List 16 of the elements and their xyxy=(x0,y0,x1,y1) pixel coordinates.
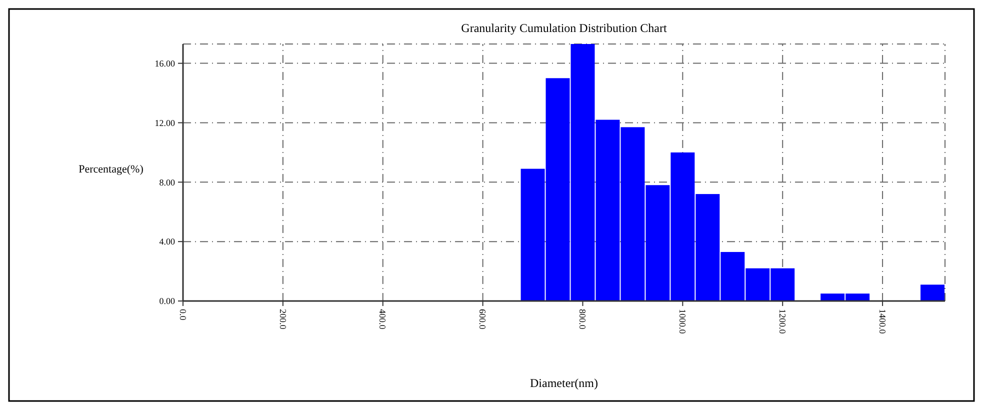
x-tick-label: 1400.0 xyxy=(877,309,888,334)
chart-title: Granularity Cumulation Distribution Chart xyxy=(461,21,668,35)
x-tick-label: 800.0 xyxy=(578,309,588,330)
x-tick-label: 1000.0 xyxy=(678,309,688,334)
y-tick-label: 8.00 xyxy=(159,177,176,188)
y-axis-title: Percentage(%) xyxy=(78,164,144,176)
x-tick-label: 1200.0 xyxy=(777,309,788,334)
x-tick-label: 200.0 xyxy=(278,309,288,330)
x-tick-label: 400.0 xyxy=(378,309,388,330)
y-tick-label: 12.00 xyxy=(154,118,176,128)
y-tick-label: 4.00 xyxy=(159,236,176,247)
y-tick-label: 16.00 xyxy=(154,58,176,68)
x-axis-title: Diameter(nm) xyxy=(530,376,598,390)
x-tick-label: 600.0 xyxy=(478,309,488,330)
x-tick-label: 0.0 xyxy=(178,309,188,321)
y-tick-label: 0.00 xyxy=(159,296,176,306)
